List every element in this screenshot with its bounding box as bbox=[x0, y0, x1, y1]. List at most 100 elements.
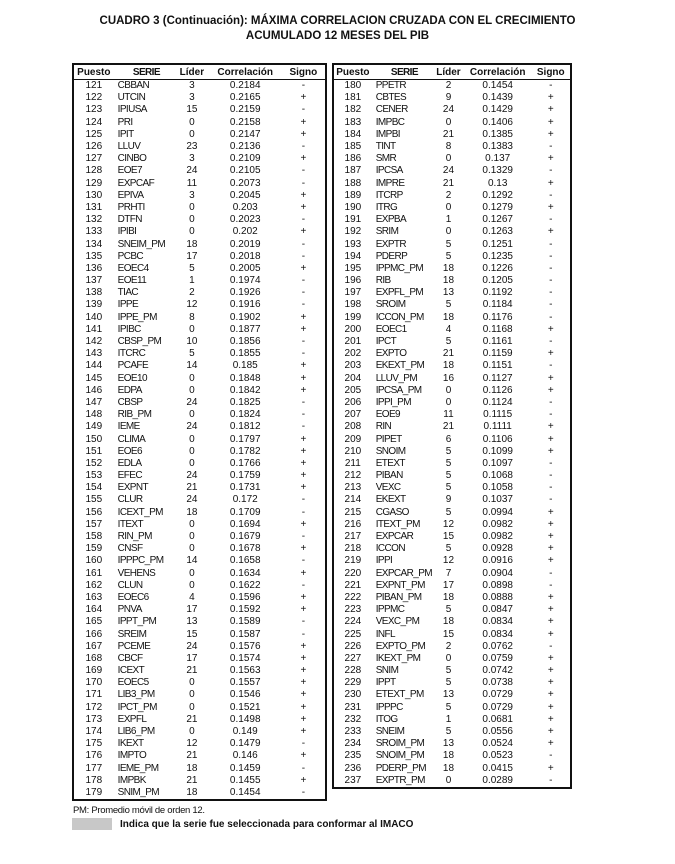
cell-puesto: 215 bbox=[344, 506, 362, 518]
table-row: 191 EXPBA 1 0.1267 - bbox=[333, 214, 571, 226]
cell-serie: IPIBI bbox=[117, 226, 137, 238]
cell-signo: - bbox=[301, 177, 306, 189]
cell-signo: + bbox=[300, 701, 307, 713]
cell-lider: 5 bbox=[189, 348, 195, 360]
cell-signo: + bbox=[300, 689, 307, 701]
cell-serie: IMPTO bbox=[117, 750, 147, 762]
cell-puesto: 164 bbox=[85, 604, 103, 616]
cell-lider: 11 bbox=[186, 177, 198, 189]
cell-correlacion: 0.0681 bbox=[482, 713, 513, 725]
cell-lider: 13 bbox=[442, 689, 455, 701]
table-row: 167 PCEME 24 0.1576 + bbox=[73, 641, 326, 653]
table-row: 237 EXPTR_PM 0 0.0289 - bbox=[333, 775, 571, 788]
cell-serie: ICCON_PM bbox=[375, 311, 425, 323]
cell-serie: ITRG bbox=[375, 201, 398, 213]
cell-signo: + bbox=[547, 604, 554, 616]
cell-correlacion: 0.1267 bbox=[482, 214, 513, 226]
col-serie: SERIE bbox=[371, 64, 434, 80]
cell-serie: CBCF bbox=[117, 652, 143, 664]
cell-serie: RIB bbox=[375, 275, 391, 287]
cell-correlacion: 0.1855 bbox=[229, 348, 261, 360]
cell-correlacion: 0.1709 bbox=[229, 506, 261, 518]
cell-correlacion: 0.0888 bbox=[482, 591, 513, 603]
cell-correlacion: 0.2018 bbox=[229, 250, 261, 262]
cell-correlacion: 0.1383 bbox=[482, 141, 513, 153]
cell-correlacion: 0.1825 bbox=[229, 396, 261, 408]
right-table: Puesto SERIE Líder Correlación Signo 180… bbox=[332, 63, 572, 789]
cell-puesto: 201 bbox=[344, 336, 362, 348]
table-row: 189 ITCRP 2 0.1292 - bbox=[333, 190, 571, 202]
cell-puesto: 204 bbox=[344, 372, 362, 384]
cell-puesto: 203 bbox=[344, 360, 362, 372]
cell-lider: 17 bbox=[186, 652, 198, 664]
cell-serie: PCBC bbox=[117, 250, 144, 262]
table-row: 196 RIB 18 0.1205 - bbox=[333, 275, 571, 287]
cell-serie: PCEME bbox=[117, 640, 151, 652]
cell-puesto: 144 bbox=[85, 360, 103, 372]
table-row: 220 EXPCAR_PM 7 0.0904 - bbox=[333, 568, 571, 580]
table-row: 223 IPPMC 5 0.0847 + bbox=[333, 604, 571, 616]
cell-serie: EOE11 bbox=[117, 275, 147, 287]
cell-serie: IPCT_PM bbox=[117, 701, 158, 713]
table-row: 232 ITOG 1 0.0681 + bbox=[333, 714, 571, 726]
cell-signo: + bbox=[547, 726, 554, 738]
cell-lider: 18 bbox=[186, 238, 198, 250]
cell-correlacion: 0.13 bbox=[487, 177, 508, 189]
cell-puesto: 151 bbox=[85, 445, 103, 457]
cell-correlacion: 0.1454 bbox=[229, 786, 261, 798]
table-row: 235 SNOIM_PM 18 0.0523 - bbox=[333, 750, 571, 762]
cell-signo: + bbox=[547, 713, 554, 725]
cell-correlacion: 0.1856 bbox=[229, 336, 261, 348]
table-row: 159 CNSF 0 0.1678 + bbox=[73, 543, 326, 555]
cell-signo: - bbox=[549, 165, 553, 177]
cell-serie: EKEXT_PM bbox=[375, 360, 425, 372]
cell-serie: EOE7 bbox=[117, 165, 143, 177]
cell-serie: EPIVA bbox=[117, 189, 144, 201]
cell-correlacion: 0.1563 bbox=[229, 665, 261, 677]
cell-puesto: 229 bbox=[344, 677, 362, 689]
col-serie: SERIE bbox=[113, 64, 176, 80]
cell-signo: + bbox=[300, 470, 307, 482]
cell-signo: - bbox=[549, 579, 553, 591]
cell-correlacion: 0.1455 bbox=[229, 774, 261, 786]
table-row: 181 CBTES 9 0.1439 + bbox=[333, 92, 571, 104]
cell-puesto: 170 bbox=[85, 677, 103, 689]
cell-correlacion: 0.0834 bbox=[482, 628, 513, 640]
table-row: 127 CINBO 3 0.2109 + bbox=[73, 153, 326, 165]
cell-signo: + bbox=[547, 652, 554, 664]
cell-puesto: 236 bbox=[344, 762, 362, 774]
cell-serie: SRIM bbox=[375, 226, 399, 238]
cell-puesto: 187 bbox=[344, 165, 362, 177]
cell-correlacion: 0.1678 bbox=[229, 543, 261, 555]
cell-lider: 8 bbox=[445, 141, 452, 153]
table-row: 183 IMPBC 0 0.1406 + bbox=[333, 117, 571, 129]
table-row: 146 EDPA 0 0.1842 + bbox=[73, 385, 326, 397]
cell-lider: 6 bbox=[445, 433, 452, 445]
cell-puesto: 153 bbox=[85, 470, 103, 482]
cell-lider: 21 bbox=[186, 750, 198, 762]
table-row: 151 EOE6 0 0.1782 + bbox=[73, 446, 326, 458]
cell-serie: ETEXT bbox=[375, 457, 406, 469]
cell-lider: 0 bbox=[189, 226, 195, 238]
cell-lider: 0 bbox=[189, 579, 195, 591]
cell-puesto: 193 bbox=[344, 238, 362, 250]
table-row: 133 IPIBI 0 0.202 + bbox=[73, 226, 326, 238]
cell-signo: + bbox=[300, 652, 307, 664]
cell-signo: + bbox=[547, 762, 554, 774]
cell-correlacion: 0.1429 bbox=[482, 104, 513, 116]
cell-puesto: 168 bbox=[85, 652, 103, 664]
cell-puesto: 206 bbox=[344, 396, 362, 408]
cell-serie: IMPBC bbox=[375, 116, 405, 128]
cell-serie: SNIM_PM bbox=[117, 786, 160, 798]
cell-puesto: 127 bbox=[85, 153, 103, 165]
table-row: 208 RIN 21 0.1111 + bbox=[333, 421, 571, 433]
cell-signo: - bbox=[301, 250, 306, 262]
cell-puesto: 216 bbox=[344, 518, 362, 530]
cell-signo: + bbox=[300, 604, 307, 616]
cell-serie: EXPNT_PM bbox=[375, 579, 426, 591]
cell-serie: EOEC6 bbox=[117, 591, 150, 603]
cell-lider: 0 bbox=[189, 433, 195, 445]
cell-signo: - bbox=[301, 165, 306, 177]
cell-puesto: 192 bbox=[344, 226, 362, 238]
cell-signo: + bbox=[547, 226, 554, 238]
